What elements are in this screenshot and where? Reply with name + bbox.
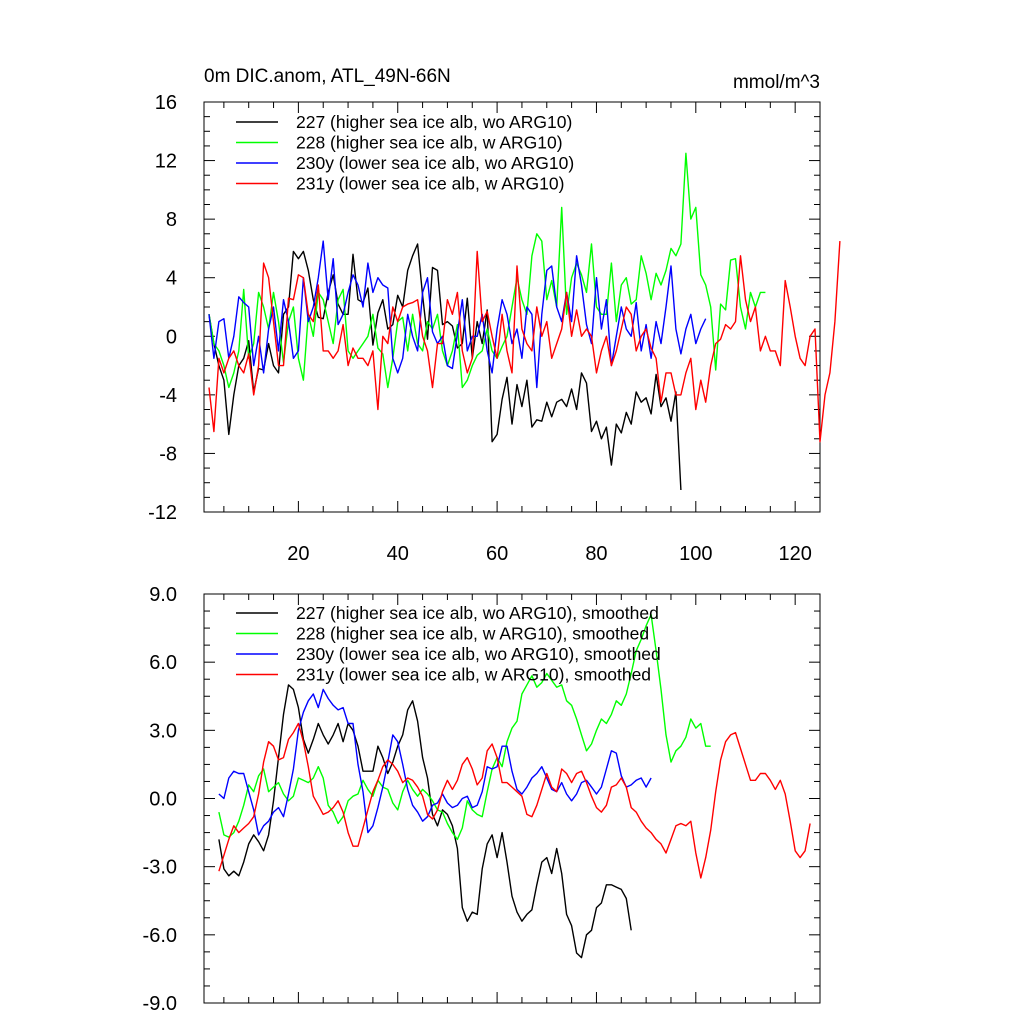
y-tick-label: 9.0 <box>149 584 177 606</box>
x-tick-label: 100 <box>679 543 712 565</box>
top-plot: -12 -8 -4 0 4 8 12 16 20 40 60 80 100 120 227 (higher … <box>148 92 841 565</box>
top-chart-title: 0m DIC.anom, ATL_49N-66N <box>204 66 451 87</box>
y-tick-label: -8 <box>159 443 177 465</box>
x-tick-label: 120 <box>778 543 811 565</box>
y-tick-label: 8 <box>166 209 177 231</box>
x-tick-label: 20 <box>287 543 309 565</box>
x-tick-label: 60 <box>486 543 508 565</box>
y-tick-label: 0.0 <box>149 789 177 811</box>
series-line-0 <box>218 684 632 959</box>
legend-label: 228 (higher sea ice alb, w ARG10) <box>296 133 563 153</box>
x-tick-label: 40 <box>387 543 409 565</box>
series-line-3 <box>218 722 811 879</box>
y-tick-label: 16 <box>155 92 177 114</box>
y-tick-label: 12 <box>155 151 177 173</box>
y-tick-label: 3.0 <box>149 720 177 742</box>
series-line-1 <box>218 613 711 841</box>
legend-label: 227 (higher sea ice alb, wo ARG10) <box>296 112 572 132</box>
y-tick-label: -9.0 <box>143 993 177 1015</box>
series-line-1 <box>208 152 766 389</box>
y-tick-label: -12 <box>148 502 177 524</box>
series-line-2 <box>218 688 652 836</box>
y-tick-label: -6.0 <box>143 925 177 947</box>
legend-label: 230y (lower sea ice alb, wo ARG10) <box>296 153 574 173</box>
y-tick-label: 4 <box>166 268 177 290</box>
legend-label: 230y (lower sea ice alb, wo ARG10), smoo… <box>296 644 661 664</box>
y-tick-label: 0 <box>166 326 177 348</box>
x-tick-label: 80 <box>585 543 607 565</box>
y-tick-label: -4 <box>159 385 177 407</box>
series-line-3 <box>208 241 841 443</box>
y-tick-label: -3.0 <box>143 857 177 879</box>
y-tick-label: 6.0 <box>149 652 177 674</box>
top-chart-units: mmol/m^3 <box>733 72 820 93</box>
legend-label: 228 (higher sea ice alb, w ARG10), smoot… <box>296 624 649 644</box>
bottom-plot: -9.0 -6.0 -3.0 0.0 3.0 6.0 9.0 227 (higher sea … <box>143 584 821 1015</box>
series-line-2 <box>208 240 707 389</box>
legend-label: 231y (lower sea ice alb, w ARG10) <box>296 174 564 194</box>
legend-label: 227 (higher sea ice alb, wo ARG10), smoo… <box>296 603 659 623</box>
legend-label: 231y (lower sea ice alb, w ARG10), smoot… <box>296 665 651 685</box>
